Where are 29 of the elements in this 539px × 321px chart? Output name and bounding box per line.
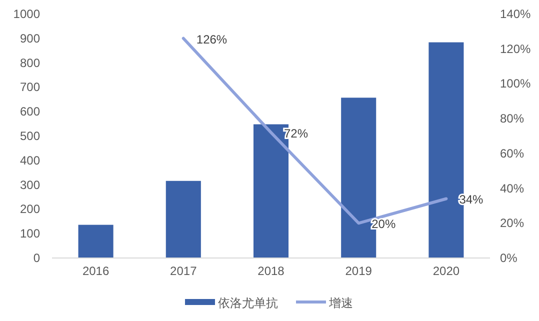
y-tick-label: 100 xyxy=(20,226,40,241)
y-tick-label: 200 xyxy=(20,202,40,216)
y2-tick-label: 100% xyxy=(500,76,532,91)
y2-tick-label: 120% xyxy=(500,42,532,56)
legend-label: 依洛尤单抗 xyxy=(218,296,278,310)
y2-tick-label: 80% xyxy=(500,112,524,126)
y-tick-label: 800 xyxy=(20,56,40,70)
x-tick-label: 2019 xyxy=(345,264,372,278)
bar xyxy=(166,180,201,258)
y-tick-label: 500 xyxy=(20,129,40,143)
data-label: 126% xyxy=(196,32,228,46)
x-tick-label: 2018 xyxy=(258,264,285,278)
y-tick-label: 400 xyxy=(20,153,40,168)
y-tick-label: 0 xyxy=(33,251,40,265)
y-tick-label: 700 xyxy=(20,80,40,94)
y2-tick-label: 0% xyxy=(500,251,518,265)
x-tick-label: 2016 xyxy=(82,264,110,278)
y2-tick-label: 140% xyxy=(500,7,532,21)
y-tick-label: 600 xyxy=(20,104,40,119)
y-tick-label: 1000 xyxy=(13,7,40,21)
y2-tick-label: 60% xyxy=(500,146,524,160)
y-tick-label: 900 xyxy=(20,31,40,46)
y2-tick-label: 40% xyxy=(500,181,524,196)
bar xyxy=(78,224,114,258)
y2-tick-label: 20% xyxy=(500,216,524,230)
x-tick-label: 2017 xyxy=(170,264,198,278)
legend-label: 增速 xyxy=(328,296,353,310)
y-tick-label: 300 xyxy=(20,178,40,192)
x-tick-label: 2020 xyxy=(432,264,460,278)
